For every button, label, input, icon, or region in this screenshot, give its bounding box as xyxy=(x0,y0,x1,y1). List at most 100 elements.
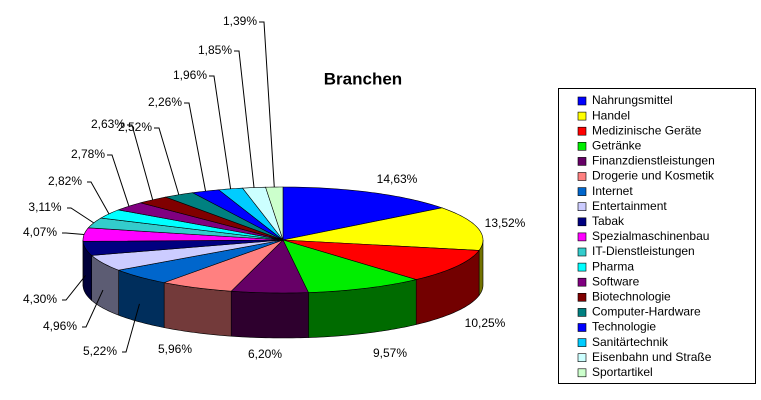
legend-label: Getränke xyxy=(592,138,642,152)
data-label: 2,26% xyxy=(148,95,182,109)
legend-swatch xyxy=(577,308,587,317)
pie-slice xyxy=(162,239,284,337)
leader-line xyxy=(259,21,275,188)
data-label: 2,63% xyxy=(91,117,125,131)
chart-title: Branchen xyxy=(324,69,402,88)
data-label: 14,63% xyxy=(377,172,418,186)
legend-label: Internet xyxy=(592,184,633,198)
data-label: 2,82% xyxy=(48,174,82,188)
legend-label: Nahrungsmittel xyxy=(592,93,673,107)
legend-swatch xyxy=(577,323,587,332)
legend-label: Spezialmaschinenbau xyxy=(592,229,709,243)
pie-slice xyxy=(99,209,284,241)
data-label: 9,57% xyxy=(373,346,407,360)
pie-slice xyxy=(218,187,284,241)
legend-swatch xyxy=(577,247,587,257)
legend-swatch xyxy=(577,353,587,363)
legend-swatch xyxy=(577,292,587,302)
pie-top xyxy=(265,186,284,241)
data-label: 10,25% xyxy=(465,316,506,330)
leader-line xyxy=(62,232,85,236)
leader-line xyxy=(234,50,255,188)
pie-top xyxy=(218,187,284,241)
data-label: 13,52% xyxy=(485,216,526,230)
legend-label: Tabak xyxy=(592,214,625,228)
leader-line xyxy=(184,102,207,192)
pie-side xyxy=(230,290,309,339)
pie-slice xyxy=(265,186,284,241)
data-label: 1,96% xyxy=(173,68,207,82)
data-label: 1,39% xyxy=(223,14,257,28)
legend-swatch xyxy=(577,187,587,196)
pie-slice xyxy=(282,239,418,338)
legend-label: Handel xyxy=(592,108,630,122)
legend-label: Computer-Hardware xyxy=(592,305,701,319)
leader-line xyxy=(127,124,154,200)
pie-top xyxy=(164,192,284,241)
pie-slice xyxy=(117,202,284,241)
leader-line xyxy=(67,207,94,224)
data-label: 5,22% xyxy=(83,344,117,358)
legend-label: IT-Dienstleistungen xyxy=(592,244,695,258)
legend-label: Pharma xyxy=(592,259,634,273)
pie-top xyxy=(90,239,284,271)
legend-label: Drogerie und Kosmetik xyxy=(592,169,715,183)
pie-top xyxy=(282,207,484,251)
data-label: 2,78% xyxy=(71,147,105,161)
legend-swatch xyxy=(577,262,587,272)
pie-top xyxy=(87,217,284,241)
pie-top xyxy=(99,209,284,241)
legend-swatch xyxy=(577,277,587,287)
leader-line xyxy=(107,154,130,207)
data-label: 3,11% xyxy=(28,200,61,214)
pie-slice xyxy=(230,239,309,339)
pie-top xyxy=(282,239,480,280)
pie-top xyxy=(230,239,309,294)
legend-box xyxy=(558,88,756,384)
legend-swatch xyxy=(577,217,587,227)
legend-label: Entertainment xyxy=(592,199,667,213)
pie-top xyxy=(139,196,284,241)
legend-swatch xyxy=(577,172,587,181)
legend-swatch xyxy=(577,142,587,151)
legend-label: Sportartikel xyxy=(592,365,653,379)
leader-line xyxy=(122,303,140,353)
pie-top xyxy=(82,227,284,242)
pie-slice xyxy=(87,217,284,241)
pie-slice xyxy=(282,186,444,241)
legend-swatch xyxy=(577,126,587,136)
legend-label: Eisenbahn und Straße xyxy=(592,350,712,364)
legend-swatch xyxy=(577,368,587,378)
legend-label: Sanitärtechnik xyxy=(592,335,669,349)
data-label: 5,96% xyxy=(158,342,192,356)
legend-swatch xyxy=(577,202,587,211)
pie-slice xyxy=(164,192,284,241)
pie-top xyxy=(162,239,284,292)
data-label: 6,20% xyxy=(248,347,282,361)
data-label: 2,52% xyxy=(118,120,152,134)
leader-line xyxy=(62,275,86,301)
data-label: 4,96% xyxy=(43,319,77,333)
pie-slice xyxy=(282,207,484,297)
leader-line xyxy=(154,127,180,195)
pie-slice xyxy=(241,186,284,241)
data-label: 1,85% xyxy=(198,43,232,57)
legend-label: Technologie xyxy=(592,320,656,334)
pie-slice xyxy=(117,239,284,328)
legend-swatch xyxy=(577,157,587,166)
legend-label: Biotechnologie xyxy=(592,289,671,303)
pie-top xyxy=(117,239,284,283)
legend-label: Finanzdienstleistungen xyxy=(592,154,715,168)
legend-swatch xyxy=(577,111,587,121)
pie-top xyxy=(117,202,284,241)
legend-label: Medizinische Geräte xyxy=(592,123,702,137)
legend-label: Software xyxy=(592,274,640,288)
legend-swatch xyxy=(577,96,587,106)
leader-line xyxy=(82,289,104,328)
data-label: 4,30% xyxy=(23,292,57,306)
leader-line xyxy=(87,181,110,215)
pie-slice xyxy=(139,196,284,241)
pie-top xyxy=(241,186,284,241)
